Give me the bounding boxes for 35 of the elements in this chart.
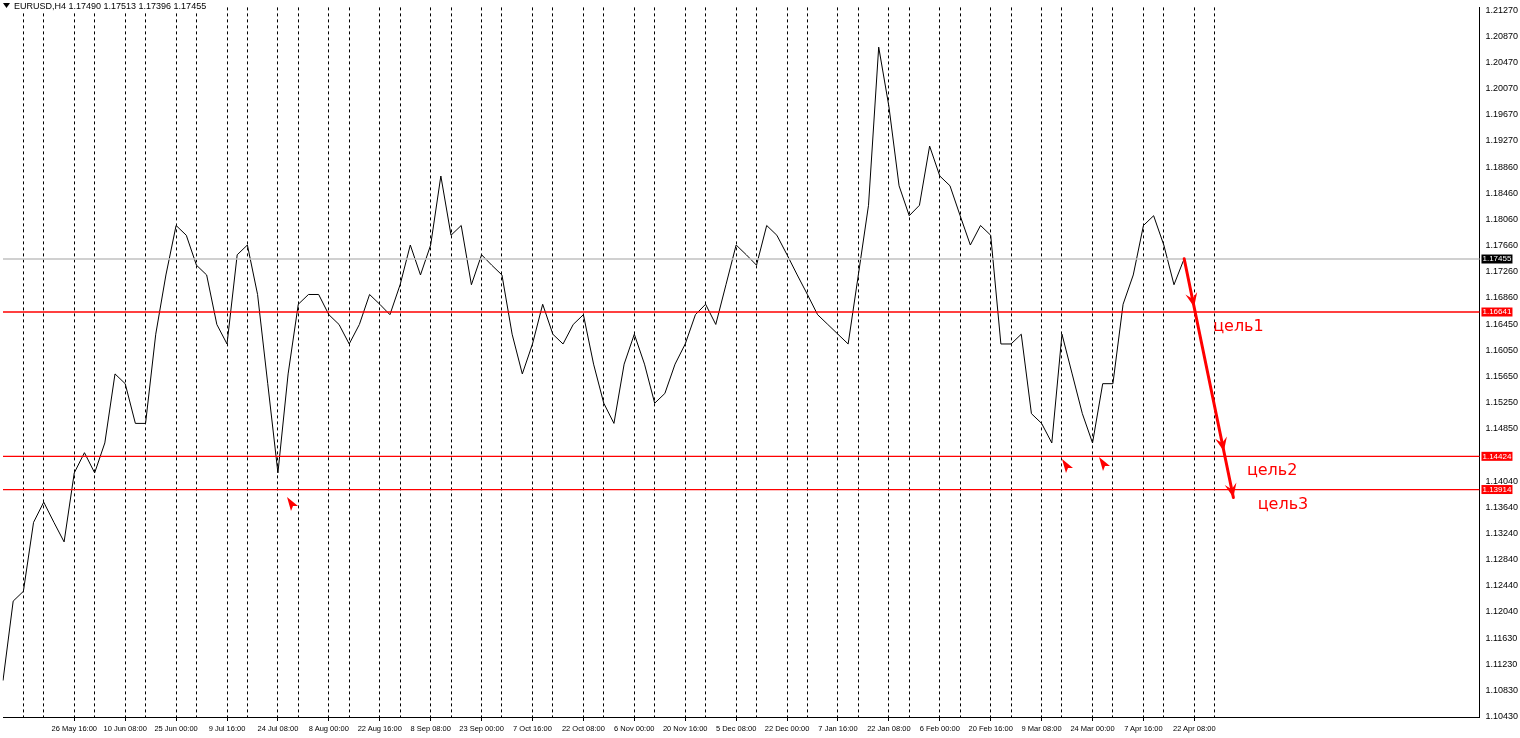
annotation: цель2 <box>1246 460 1298 480</box>
y-tick-label: 1.13240 <box>1485 527 1519 538</box>
y-tick-label: 1.20870 <box>1485 31 1519 42</box>
y-tick-label: 1.11230 <box>1485 658 1518 669</box>
annotation: цель3 <box>1257 493 1309 513</box>
ref-line-label: 1.17455 <box>1482 254 1512 264</box>
y-tick-label: 1.14850 <box>1485 423 1519 434</box>
y-tick-label: 1.18060 <box>1485 214 1519 225</box>
y-tick-label: 1.16860 <box>1485 292 1519 303</box>
y-tick-label: 1.16450 <box>1485 318 1519 329</box>
chart-title: EURUSD,H4 1.17490 1.17513 1.17396 1.17455 <box>14 1 207 11</box>
y-tick-label: 1.20470 <box>1485 57 1519 68</box>
y-tick-label: 1.18860 <box>1485 162 1519 173</box>
y-tick-label: 1.15250 <box>1485 397 1519 408</box>
y-tick-label: 1.14040 <box>1485 475 1519 486</box>
ref-line-label: 1.14424 <box>1482 451 1512 461</box>
ref-line-label: 1.13914 <box>1482 484 1512 494</box>
y-tick-label: 1.21270 <box>1485 5 1519 16</box>
ref-line-label: 1.16641 <box>1482 307 1512 317</box>
y-tick-label: 1.19670 <box>1485 109 1519 120</box>
y-tick-label: 1.19270 <box>1485 135 1519 146</box>
y-tick-label: 1.10830 <box>1485 684 1519 695</box>
y-tick-label: 1.10430 <box>1485 710 1519 721</box>
y-tick-label: 1.18460 <box>1485 188 1519 199</box>
y-tick-label: 1.12440 <box>1485 579 1519 590</box>
y-tick-label: 1.11630 <box>1485 632 1518 643</box>
y-tick-label: 1.16050 <box>1485 344 1519 355</box>
y-tick-label: 1.12040 <box>1485 606 1519 617</box>
y-tick-label: 1.20070 <box>1485 83 1519 94</box>
y-tick-label: 1.17660 <box>1485 240 1519 251</box>
annotation: цель1 <box>1213 316 1264 336</box>
y-tick-label: 1.12840 <box>1485 553 1519 564</box>
y-tick-label: 1.15650 <box>1485 371 1519 382</box>
y-tick-label: 1.13640 <box>1485 501 1519 512</box>
y-tick-label: 1.17260 <box>1485 266 1519 277</box>
